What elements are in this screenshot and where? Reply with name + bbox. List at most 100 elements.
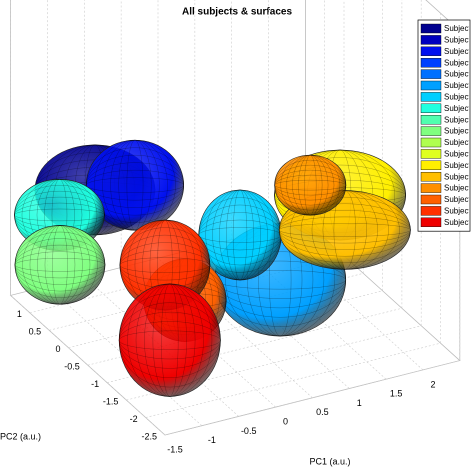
surface-body [14, 225, 106, 305]
grid-line [107, 307, 402, 383]
legend-label: Subject [444, 138, 471, 147]
legend-swatch [420, 206, 442, 216]
legend-swatch [420, 23, 442, 34]
legend-swatch [420, 114, 442, 125]
surface [14, 225, 106, 305]
mesh-line [226, 189, 255, 281]
surface-body [198, 189, 282, 281]
mesh-line [118, 311, 221, 369]
legend-swatch [420, 137, 442, 148]
mesh-line [14, 238, 106, 292]
legend-label: Subject [444, 36, 471, 45]
mesh-line [126, 139, 144, 231]
mesh-line [14, 231, 106, 298]
mesh-line [102, 139, 168, 231]
mesh-line [280, 154, 341, 216]
mesh-line [127, 283, 213, 397]
mesh-line [298, 154, 323, 216]
mesh-line [274, 174, 347, 196]
y-tick-label: -2.5 [141, 431, 157, 441]
mesh-line [118, 293, 221, 388]
legend-swatch [420, 183, 442, 193]
legend-swatch [420, 103, 442, 114]
legend-label: Subject [444, 161, 471, 170]
y-tick-label: -1 [91, 379, 99, 389]
legend-swatch [420, 80, 442, 91]
mesh-line [85, 154, 184, 216]
x-tick-label: 1 [357, 398, 362, 408]
legend-swatch [420, 46, 442, 56]
mesh-line [144, 283, 196, 397]
surface [274, 154, 347, 216]
mesh-line [274, 164, 347, 206]
mesh-line [205, 189, 275, 281]
mesh-line [29, 225, 91, 305]
legend-label: Subject [444, 104, 471, 113]
mesh-line [212, 189, 268, 281]
mesh-line [118, 330, 221, 350]
y-tick-label: 0.5 [29, 327, 42, 337]
mesh-line [85, 169, 184, 201]
legend-swatch [420, 194, 442, 205]
mesh-line [292, 154, 329, 216]
legend-swatch [420, 160, 442, 171]
mesh-line [274, 159, 347, 211]
mesh-line [118, 139, 152, 231]
surface [118, 283, 221, 397]
legend-label: Subject [444, 24, 471, 33]
mesh-line [119, 257, 211, 273]
y-tick-label: 0 [55, 344, 60, 354]
legend-label: Subject [444, 172, 471, 181]
x-tick-label: -1.5 [167, 444, 183, 454]
mesh-line [85, 177, 184, 193]
legend-label: Subject [444, 47, 471, 56]
legend-swatch [420, 35, 442, 45]
legend-swatch [420, 171, 442, 182]
y-axis-label: PC2 (a.u.) [0, 431, 41, 441]
legend-label: Subject [444, 184, 471, 193]
legend-swatch [420, 69, 442, 79]
mesh-line [22, 225, 98, 305]
mesh-line [278, 216, 411, 244]
legend-label: Subject [444, 81, 471, 90]
legend-swatch [420, 217, 442, 228]
mesh-line [274, 179, 347, 191]
x-tick-label: 2 [430, 379, 435, 389]
legend-label: Subject [444, 115, 471, 124]
mesh-line [278, 223, 411, 237]
y-tick-label: -0.5 [64, 362, 80, 372]
legend-label: Subject [444, 127, 471, 136]
legend-swatch [420, 58, 442, 68]
legend-label: Subject [444, 58, 471, 67]
legend-label: Subject [444, 218, 471, 227]
mesh-line [119, 249, 211, 281]
grid-line [164, 360, 460, 436]
legend-label: Subject [444, 207, 471, 216]
mesh-line [219, 189, 261, 281]
mesh-line [278, 210, 411, 250]
surface [198, 189, 282, 281]
mesh-line [118, 321, 221, 360]
mesh-line [37, 225, 83, 305]
mesh-line [152, 283, 187, 397]
y-tick-label: -2 [130, 414, 138, 424]
mesh-line [85, 147, 184, 223]
x-tick-label: 1.5 [390, 389, 403, 399]
mesh-line [232, 189, 248, 281]
mesh-line [14, 244, 106, 285]
x-axis-label: PC1 (a.u.) [309, 456, 350, 466]
mesh-line [52, 225, 68, 305]
mesh-line [44, 225, 76, 305]
mesh-line [278, 203, 411, 257]
x-tick-label: 0 [283, 416, 288, 426]
mesh-line [110, 139, 160, 231]
legend-swatch [420, 149, 442, 159]
mesh-line [304, 154, 317, 216]
x-tick-label: -1 [208, 435, 216, 445]
grid-line [126, 325, 422, 401]
grid-line [145, 342, 441, 418]
x-tick-label: -0.5 [241, 426, 257, 436]
mesh-line [118, 302, 221, 378]
mesh-line [274, 169, 347, 201]
